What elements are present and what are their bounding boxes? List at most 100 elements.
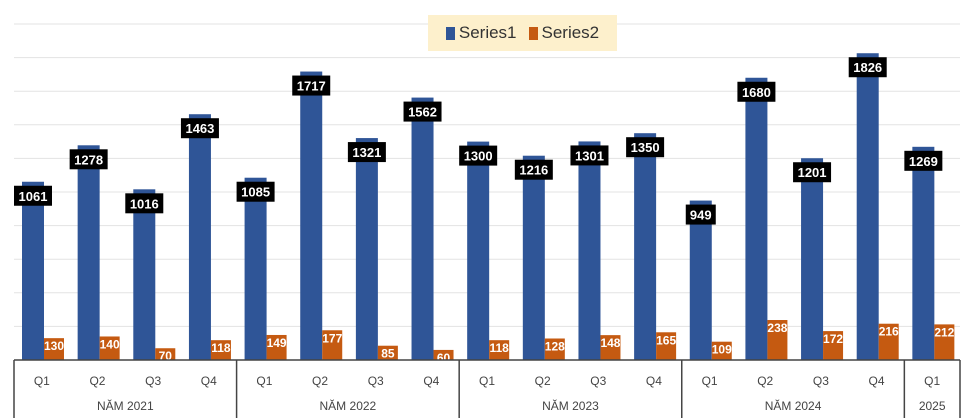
legend-label-series2: Series2 (541, 23, 600, 42)
bar-series1 (77, 145, 100, 360)
data-label-bg-series1 (685, 204, 716, 225)
group-label: NĂM 2022 (320, 398, 377, 413)
bar-series2 (600, 335, 621, 360)
bar-series2 (155, 348, 176, 360)
tick-label: Q2 (535, 374, 551, 388)
legend-swatch-series1 (445, 26, 455, 40)
bar-series1 (133, 189, 156, 360)
data-label-bg-series1 (14, 185, 52, 206)
bar-series2 (377, 345, 398, 360)
legend-item-series1: Series1 (445, 23, 517, 43)
group-label: NĂM 2021 (97, 398, 154, 413)
data-label-series1: 1301 (575, 148, 604, 163)
tick-label: Q3 (813, 374, 829, 388)
bar-series1 (856, 53, 879, 361)
tick-label: Q3 (590, 374, 606, 388)
tick-label: Q1 (34, 374, 50, 388)
data-label-bg-series1 (403, 101, 442, 122)
legend-swatch-series2 (528, 26, 538, 40)
bar-series1 (355, 138, 378, 360)
data-label-series2: 109 (712, 343, 732, 357)
data-label-series2: 177 (322, 331, 342, 345)
data-label-series2: 85 (381, 347, 395, 361)
data-label-bg-series1 (125, 193, 164, 214)
bar-series1 (244, 177, 267, 360)
data-label-series1: 1216 (519, 163, 548, 178)
data-label-series1: 1085 (241, 185, 270, 200)
bar-series2 (767, 320, 788, 360)
bar-series2 (322, 330, 343, 360)
data-label-bg-series1 (236, 181, 275, 202)
data-label-series1: 949 (690, 208, 712, 223)
data-label-bg-series1 (180, 118, 219, 139)
bar-series1 (300, 71, 323, 360)
tick-label: Q4 (201, 374, 217, 388)
data-label-bg-series1 (793, 162, 832, 183)
bar-series2 (711, 341, 732, 360)
data-label-series1: 1016 (130, 196, 159, 211)
data-label-series1: 1201 (798, 165, 827, 180)
data-label-series2: 140 (100, 337, 120, 351)
bar-series1 (745, 77, 768, 360)
bar-series2 (656, 332, 677, 360)
group-label: 2025 (919, 399, 946, 413)
data-label-series1: 1463 (185, 121, 214, 136)
bar-series1 (578, 141, 601, 360)
bar-series1 (22, 181, 44, 360)
data-label-series2: 148 (600, 336, 620, 350)
data-label-bg-series1 (848, 57, 887, 78)
tick-label: Q4 (423, 374, 439, 388)
data-label-series2: 118 (489, 341, 509, 355)
bar-series2 (433, 349, 454, 360)
data-label-series2: 130 (44, 339, 64, 353)
data-label-bg-series1 (737, 81, 776, 102)
data-label-series2: 70 (159, 349, 173, 363)
data-label-series1: 1300 (464, 149, 493, 164)
bar-series1 (522, 155, 545, 360)
legend-label-series1: Series1 (458, 23, 517, 42)
tick-label: Q1 (479, 374, 495, 388)
data-label-series2: 216 (879, 325, 899, 339)
group-label: NĂM 2023 (542, 398, 599, 413)
bar-series1 (634, 133, 657, 360)
data-label-bg-series1 (347, 142, 386, 163)
data-label-series2: 212 (934, 325, 954, 339)
data-label-series1: 1061 (19, 189, 48, 204)
legend: Series1 Series2 (428, 15, 617, 51)
bar-series2 (210, 340, 231, 360)
bar-series1 (689, 200, 712, 360)
data-label-series1: 1321 (352, 145, 381, 160)
bar-series1 (411, 97, 434, 361)
data-label-series1: 1680 (742, 85, 771, 100)
tick-label: Q2 (312, 374, 328, 388)
data-label-bg-series1 (69, 149, 108, 170)
tick-label: Q1 (256, 374, 272, 388)
data-label-series2: 165 (656, 333, 676, 347)
bar-series1 (467, 141, 490, 360)
bar-series2 (878, 323, 899, 360)
data-label-series2: 238 (767, 321, 787, 335)
bar-series2 (823, 331, 844, 360)
tick-label: Q2 (757, 374, 773, 388)
bar-series1 (801, 158, 824, 360)
data-label-series1: 1350 (631, 140, 660, 155)
tick-label: Q3 (145, 374, 161, 388)
data-label-series1: 1717 (297, 79, 326, 94)
group-label: NĂM 2024 (765, 398, 822, 413)
data-label-series2: 149 (267, 336, 287, 350)
tick-label: Q1 (702, 374, 718, 388)
data-label-series1: 1278 (74, 152, 103, 167)
tick-label: Q2 (89, 374, 105, 388)
data-label-series2: 118 (211, 341, 231, 355)
bar-series1 (188, 114, 211, 360)
bar-series1 (912, 146, 935, 360)
data-label-bg-series1 (570, 145, 609, 166)
legend-item-series2: Series2 (528, 23, 600, 43)
bar-series2 (266, 334, 287, 360)
bar-series2 (934, 324, 955, 360)
tick-label: Q1 (924, 374, 940, 388)
tick-label: Q4 (646, 374, 662, 388)
tick-label: Q4 (869, 374, 885, 388)
data-label-series2: 172 (823, 332, 843, 346)
